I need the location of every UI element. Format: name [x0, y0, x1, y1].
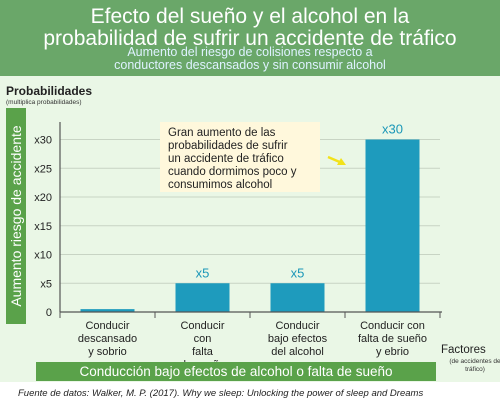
y-tick-label: x10 — [34, 250, 52, 262]
x-band: Conducción bajo efectos de alcohol o fal… — [36, 362, 436, 381]
category-label: Conducir bajo efectos del alcohol — [268, 320, 328, 358]
y-axis-title: Probabilidades — [6, 84, 93, 98]
x-band-label: Conducción bajo efectos de alcohol o fal… — [79, 364, 393, 379]
data-label: x5 — [196, 265, 210, 280]
chart-subtitle: Aumento del riesgo de colisiones respect… — [0, 46, 500, 72]
title-line-1: Efecto del sueño y el alcohol en la — [90, 5, 410, 28]
y-tick-label: x5 — [40, 278, 52, 290]
title-line-2: probabilidad de sufrir un accidente de t… — [43, 27, 457, 50]
y-side-band — [6, 108, 26, 324]
subtitle-line-2: conductores descansados y sin consumir a… — [114, 58, 386, 72]
y-tick-label: x15 — [34, 221, 52, 233]
header-banner: Efecto del sueño y el alcohol en la prob… — [0, 0, 500, 76]
x-axis-subtitle: (de accidentes de tráfico) — [449, 358, 500, 373]
y-tick-label: x30 — [34, 135, 52, 147]
bar — [80, 309, 135, 312]
annotation-box — [160, 122, 320, 192]
data-label: x30 — [382, 122, 403, 137]
y-tick-label: x20 — [34, 192, 52, 204]
y-tick-label: x25 — [34, 163, 52, 175]
subtitle-line-1: Aumento del riesgo de colisiones respect… — [127, 45, 373, 59]
y-axis-subtitle: (multiplica probabilidades) — [6, 99, 82, 106]
data-label: x5 — [291, 265, 305, 280]
source-note: Fuente de datos: Walker, M. P. (2017). W… — [18, 388, 424, 399]
category-label: Conducir descansado y sobrio — [78, 320, 137, 358]
x-axis-title: Factores — [441, 344, 486, 356]
annotation-arrow-head — [337, 158, 346, 165]
category-label: Conducir con falta de sueño y ebrio — [358, 320, 427, 358]
bar — [175, 283, 230, 312]
y-tick-label: 0 — [46, 307, 52, 319]
chart-title: Efecto del sueño y el alcohol en la prob… — [0, 6, 500, 50]
bar — [270, 283, 325, 312]
bar — [365, 139, 420, 312]
annotation-text: Gran aumento de las probabilidades de suf… — [168, 127, 297, 191]
